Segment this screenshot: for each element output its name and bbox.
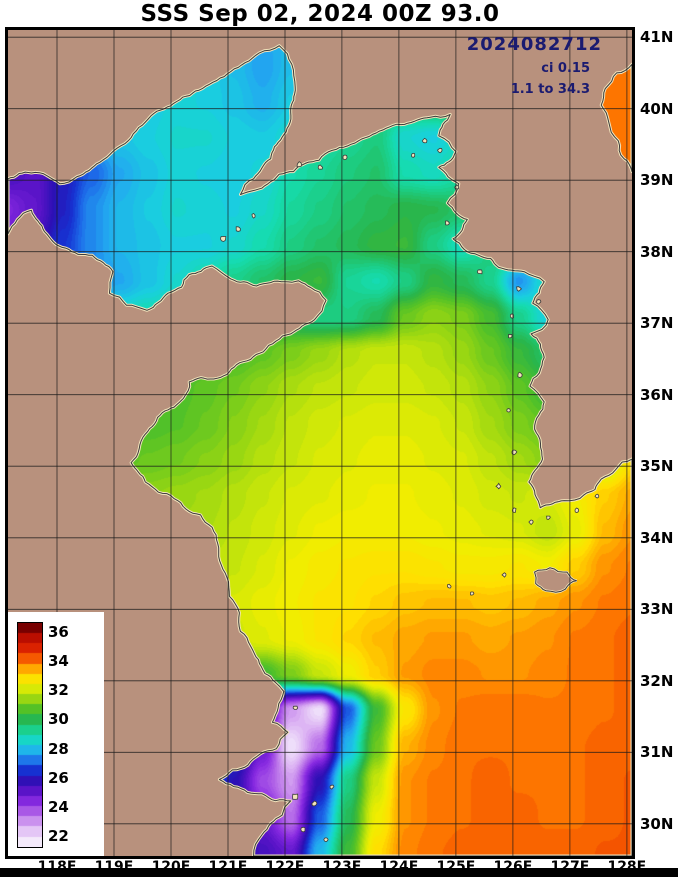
- island: [411, 152, 416, 158]
- island: [251, 213, 256, 219]
- colorbar-tick-label: 30: [48, 710, 69, 729]
- island: [436, 147, 443, 154]
- plot-title: SSS Sep 02, 2024 00Z 93.0: [140, 1, 500, 27]
- annotation-range: 1.1 to 34.3: [510, 82, 590, 97]
- lat-tick-label: 38N: [640, 242, 674, 261]
- jeju-island: [533, 566, 578, 594]
- island: [292, 793, 299, 800]
- lat-tick-label: 31N: [640, 743, 674, 762]
- island: [447, 583, 452, 589]
- colorbar-strip: [17, 622, 43, 848]
- island: [495, 482, 502, 490]
- island: [219, 235, 227, 242]
- island: [317, 164, 324, 170]
- annotation-run-id: 2024082712: [466, 34, 602, 55]
- island: [342, 154, 348, 161]
- island: [444, 220, 450, 226]
- annotation-block: 2024082712 ci 0.15 1.1 to 34.3: [467, 34, 602, 97]
- land-mask: [8, 30, 632, 856]
- lat-tick-label: 39N: [640, 171, 674, 190]
- island: [296, 161, 303, 168]
- jeju-coastline: [534, 567, 577, 593]
- lat-tick-label: 40N: [640, 99, 674, 118]
- island: [329, 784, 335, 790]
- colorbar-tick-label: 24: [48, 797, 69, 816]
- island: [421, 137, 428, 144]
- island: [469, 591, 475, 596]
- island: [506, 408, 511, 413]
- island: [454, 184, 460, 190]
- lat-tick-label: 32N: [640, 671, 674, 690]
- island: [476, 269, 483, 275]
- island: [508, 334, 513, 339]
- grid-lines: [8, 30, 632, 856]
- island: [323, 837, 329, 843]
- colorbar-panel: 36 34 32 30 28 26 24 22: [8, 612, 104, 856]
- colorbar-tick-label: 32: [48, 681, 69, 700]
- lat-tick-label: 35N: [640, 457, 674, 476]
- island: [292, 705, 299, 710]
- annotation-contour-interval: ci 0.15: [541, 61, 590, 76]
- island: [235, 226, 241, 232]
- lat-tick-label: 37N: [640, 314, 674, 333]
- island: [594, 493, 600, 499]
- colorbar-tick-label: 26: [48, 768, 69, 787]
- colorbar-tick-label: 28: [48, 739, 69, 758]
- colorbar-tick-label: 34: [48, 652, 69, 671]
- lat-tick-label: 36N: [640, 385, 674, 404]
- island: [528, 519, 534, 526]
- coastline-overlay: [8, 30, 632, 856]
- island: [516, 286, 522, 292]
- lat-tick-label: 33N: [640, 600, 674, 619]
- island: [517, 371, 523, 379]
- island: [311, 800, 318, 807]
- colorbar-tick-label: 36: [48, 623, 69, 642]
- island: [300, 826, 306, 833]
- island: [501, 572, 507, 578]
- lat-tick-label: 41N: [640, 28, 674, 47]
- island: [536, 299, 542, 305]
- coastline: [8, 45, 632, 856]
- island: [574, 507, 580, 514]
- map-frame: 2024082712 ci 0.15 1.1 to 34.3 36 34 32 30 2…: [5, 27, 635, 859]
- lat-tick-label: 30N: [640, 814, 674, 833]
- island: [546, 515, 551, 521]
- colorbar-tick-label: 22: [48, 826, 69, 845]
- lat-tick-label: 34N: [640, 528, 674, 547]
- footer-bar: [0, 868, 678, 877]
